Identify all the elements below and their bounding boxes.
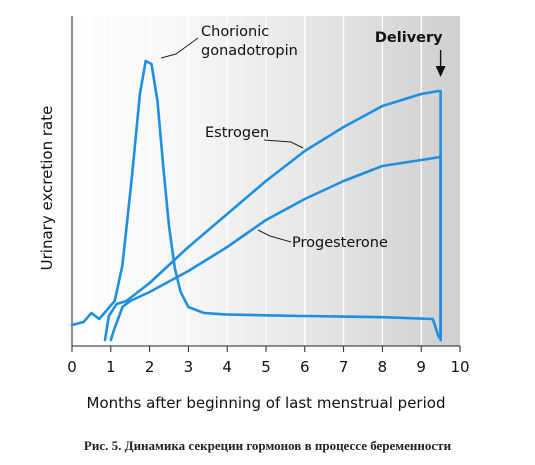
x-ticks: 0 1 2 3 4 5 6 7 8 9 10 <box>67 346 470 376</box>
series-line-chorionic-gonadotropin <box>70 59 441 339</box>
x-tick-label: 9 <box>416 358 426 376</box>
x-tick-label: 8 <box>378 358 388 376</box>
leader-chorionic-gonadotropin <box>160 37 199 59</box>
label-chorionic-gonadotropin-line2: gonadotropin <box>201 43 298 59</box>
series-lines <box>70 59 442 342</box>
figure-caption: Рис. 5. Динамика секреции гормонов в про… <box>83 438 452 453</box>
x-tick-label: 7 <box>339 358 349 376</box>
x-tick-label: 6 <box>300 358 310 376</box>
series-line-progesterone <box>109 155 442 342</box>
delivery-arrow-head <box>435 66 446 77</box>
series-line-estrogen <box>103 89 442 342</box>
label-estrogen: Estrogen <box>205 125 269 141</box>
x-axis-title: Months after beginning of last menstrual… <box>87 394 446 412</box>
x-tick-label: 10 <box>450 358 469 376</box>
label-progesterone: Progesterone <box>292 235 388 251</box>
vertical-gridlines <box>110 16 422 346</box>
x-tick-label: 2 <box>145 358 155 376</box>
y-axis-title: Urinary excretion rate <box>38 106 56 271</box>
x-tick-label: 0 <box>67 358 77 376</box>
label-chorionic-gonadotropin-line1: Chorionic <box>201 24 269 40</box>
x-tick-label: 3 <box>184 358 194 376</box>
leader-progesterone <box>257 229 292 243</box>
leader-estrogen <box>263 139 304 149</box>
label-delivery: Delivery <box>375 30 443 46</box>
x-tick-label: 1 <box>106 358 116 376</box>
annotations: Chorionic gonadotropin Estrogen Progesteron… <box>160 24 446 251</box>
x-tick-label: 5 <box>261 358 271 376</box>
x-tick-label: 4 <box>222 358 232 376</box>
